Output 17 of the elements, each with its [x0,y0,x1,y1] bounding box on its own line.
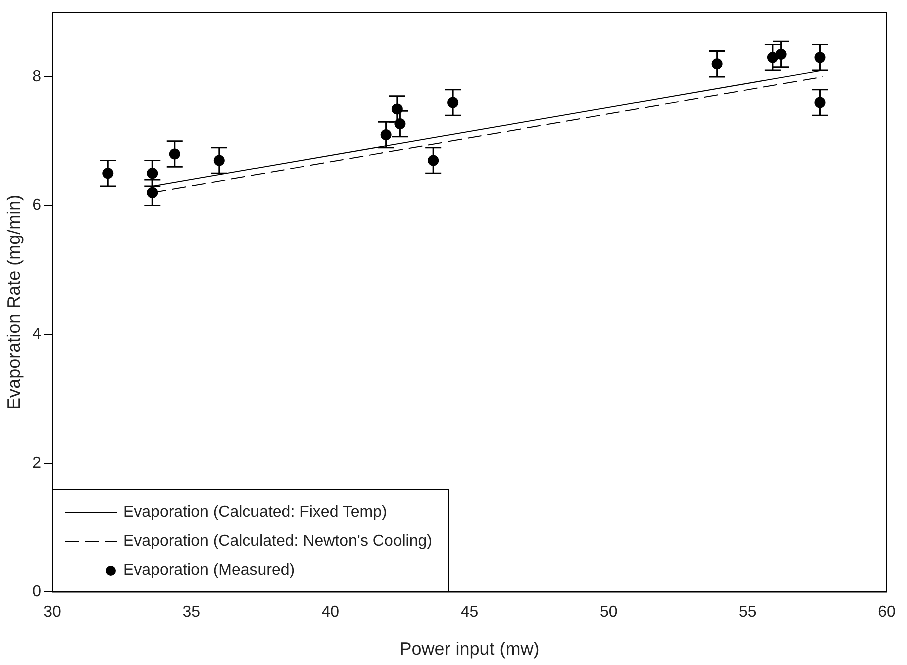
x-tick-label: 35 [182,604,201,622]
y-tick-label: 2 [32,454,42,472]
x-tick-label: 55 [739,604,757,622]
legend-label: Evaporation (Measured) [123,562,296,580]
x-tick-label: 30 [44,604,62,622]
legend-label: Evaporation (Calculated: Newton's Cooling) [123,532,432,551]
y-tick-label: 8 [32,68,42,86]
x-axis-title: Power input (mw) [400,639,540,660]
x-tick-label: 40 [322,604,340,622]
y-tick-label: 6 [32,197,42,214]
y-axis-title: Evaporation Rate (mg/min) [4,194,24,410]
x-tick-label: 45 [460,604,479,622]
y-tick-label: 4 [32,326,42,344]
legend-label: Evaporation (Calcuated: Fixed Temp) [123,504,388,522]
y-tick-label: 0 [32,584,42,601]
x-tick-label: 50 [600,604,618,622]
x-tick-label: 60 [878,604,896,622]
